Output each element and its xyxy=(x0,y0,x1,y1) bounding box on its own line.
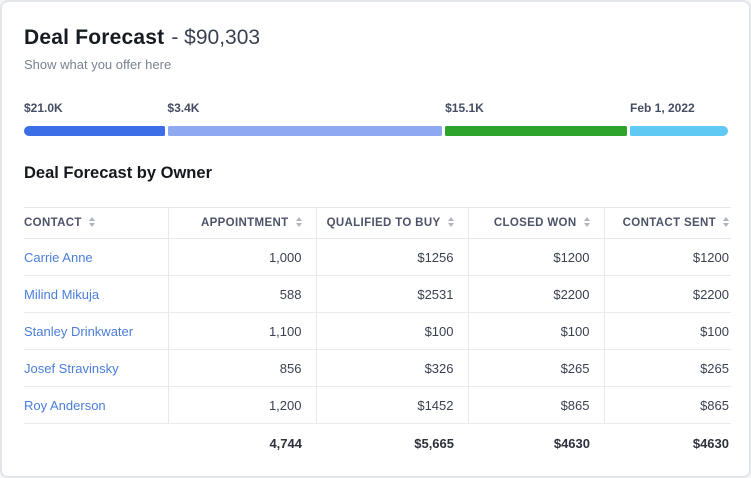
bar-label-qualified: $3.4K xyxy=(167,101,200,115)
forecast-total-amount: - $90,303 xyxy=(171,26,261,49)
contact-link[interactable]: Stanley Drinkwater xyxy=(24,323,134,339)
cell-appointment: 1,100 xyxy=(167,312,316,350)
sort-icon xyxy=(584,217,590,227)
table-row: Roy Anderson 1,200 $1452 $865 $865 xyxy=(24,386,731,424)
table-header-row: CONTACT APPOINTMENT QUALIFIED TO BUY CLO… xyxy=(24,207,731,239)
cell-closed-won: $1200 xyxy=(467,238,604,276)
cell-qualified-to-buy: $2531 xyxy=(315,275,468,313)
cell-qualified-to-buy: $326 xyxy=(315,349,468,387)
cell-contact-sent: $865 xyxy=(603,386,731,424)
contact-link[interactable]: Milind Mikuja xyxy=(24,286,100,302)
cell-appointment: 588 xyxy=(167,275,316,313)
table-row: Milind Mikuja 588 $2531 $2200 $2200 xyxy=(24,275,731,313)
table-section-title: Deal Forecast by Owner xyxy=(24,164,212,182)
forecast-bar-track xyxy=(24,126,728,136)
bar-segment-3 xyxy=(445,126,627,136)
cell-contact-sent: $1200 xyxy=(603,238,731,276)
total-qualified-to-buy: $5,665 xyxy=(414,436,454,452)
cell-qualified-to-buy: $1452 xyxy=(315,386,468,424)
page-subtitle: Show what you offer here xyxy=(24,57,172,72)
totals-empty-cell xyxy=(24,424,168,464)
cell-closed-won: $265 xyxy=(467,349,604,387)
column-header-contact[interactable]: CONTACT xyxy=(24,207,168,239)
forecast-progress-bar: $21.0K $3.4K $15.1K Feb 1, 2022 xyxy=(24,101,728,136)
sort-icon xyxy=(296,217,302,227)
page-title: Deal Forecast - $90,303 xyxy=(24,26,727,50)
cell-closed-won: $2200 xyxy=(467,275,604,313)
cell-contact-sent: $265 xyxy=(603,349,731,387)
cell-contact-sent: $2200 xyxy=(603,275,731,313)
sort-icon xyxy=(723,217,729,227)
page-title-text: Deal Forecast xyxy=(24,26,165,49)
cell-appointment: 1,000 xyxy=(167,238,316,276)
column-header-appointment[interactable]: APPOINTMENT xyxy=(167,207,316,239)
contact-link[interactable]: Roy Anderson xyxy=(24,397,106,413)
total-appointment: 4,744 xyxy=(269,436,302,452)
bar-segment-1 xyxy=(24,126,165,136)
column-header-closed-won[interactable]: CLOSED WON xyxy=(467,207,604,239)
table-row: Stanley Drinkwater 1,100 $100 $100 $100 xyxy=(24,312,731,350)
totals-row: 4,744 $5,665 $4630 $4630 xyxy=(24,424,731,464)
cell-qualified-to-buy: $1256 xyxy=(315,238,468,276)
column-header-label: CONTACT xyxy=(24,217,82,229)
contact-link[interactable]: Josef Stravinsky xyxy=(24,360,119,376)
total-closed-won: $4630 xyxy=(553,436,590,452)
bar-segment-2 xyxy=(167,126,443,136)
bar-label-appointment: $21.0K xyxy=(24,101,63,115)
column-header-label: CLOSED WON xyxy=(493,217,577,229)
deal-forecast-table: CONTACT APPOINTMENT QUALIFIED TO BUY CLO… xyxy=(24,207,731,464)
bar-segment-4 xyxy=(629,126,728,136)
bar-label-date: Feb 1, 2022 xyxy=(629,101,695,115)
column-header-qualified-to-buy[interactable]: QUALIFIED TO BUY xyxy=(315,207,468,239)
table-row: Josef Stravinsky 856 $326 $265 $265 xyxy=(24,349,731,387)
sort-icon xyxy=(448,217,454,227)
column-header-label: QUALIFIED TO BUY xyxy=(326,217,441,229)
contact-link[interactable]: Carrie Anne xyxy=(24,249,93,265)
sort-icon xyxy=(89,217,95,227)
cell-appointment: 1,200 xyxy=(167,386,316,424)
cell-contact-sent: $100 xyxy=(603,312,731,350)
forecast-bar-labels: $21.0K $3.4K $15.1K Feb 1, 2022 xyxy=(24,101,727,115)
bar-label-closed-won: $15.1K xyxy=(445,101,484,115)
table-row: Carrie Anne 1,000 $1256 $1200 $1200 xyxy=(24,238,731,276)
cell-closed-won: $865 xyxy=(467,386,604,424)
total-contact-sent: $4630 xyxy=(692,436,729,452)
column-header-label: CONTACT SENT xyxy=(622,217,716,229)
cell-appointment: 856 xyxy=(167,349,316,387)
column-header-label: APPOINTMENT xyxy=(201,217,289,229)
column-header-contact-sent[interactable]: CONTACT SENT xyxy=(603,207,731,239)
cell-qualified-to-buy: $100 xyxy=(315,312,468,350)
cell-closed-won: $100 xyxy=(467,312,604,350)
